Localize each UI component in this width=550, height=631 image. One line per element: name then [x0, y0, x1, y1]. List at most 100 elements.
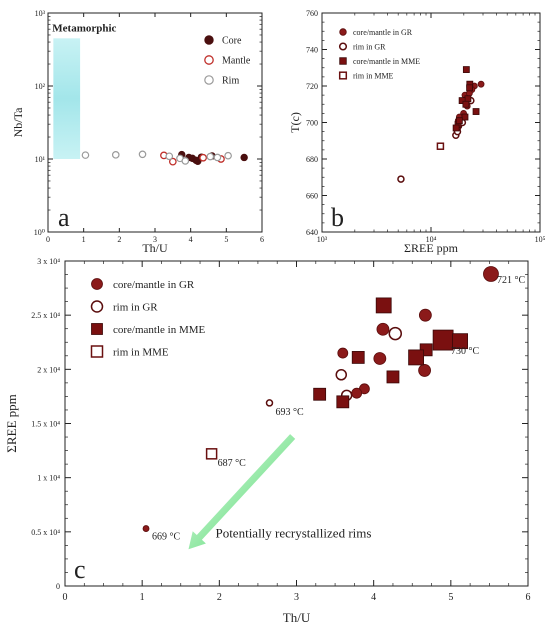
- data-point: [452, 124, 460, 132]
- legend-label: Mantle: [222, 56, 251, 67]
- y-tick-label: 1 x 10⁴: [37, 474, 60, 483]
- data-point: [373, 352, 387, 365]
- panel-b-y-axis-label: T(c): [288, 112, 302, 133]
- temperature-label: 687 °C: [218, 458, 246, 469]
- x-tick-label: 2: [117, 235, 121, 244]
- data-point: [397, 175, 405, 183]
- x-tick-label: 5: [448, 592, 453, 603]
- x-tick-label: 3: [153, 235, 157, 244]
- y-tick-label: 700: [306, 119, 318, 128]
- data-point: [138, 150, 147, 159]
- data-point: [351, 351, 365, 364]
- y-tick-label: 640: [306, 228, 318, 237]
- data-point: [168, 157, 177, 166]
- y-tick-label: 2 x 10⁴: [37, 365, 60, 374]
- y-tick-label: 0.5 x 10⁴: [31, 528, 60, 537]
- temperature-label: 721 °C: [497, 275, 525, 286]
- legend-marker: [91, 278, 103, 290]
- data-point: [408, 349, 425, 366]
- x-tick-label: 1: [82, 235, 86, 244]
- legend-label: core/mantle in GR: [353, 28, 413, 37]
- x-tick-label: 10⁴: [426, 235, 437, 244]
- data-point: [458, 97, 466, 104]
- data-point: [483, 266, 499, 282]
- y-tick-label: 720: [306, 82, 318, 91]
- data-point: [165, 152, 174, 161]
- legend-marker: [204, 55, 214, 65]
- data-point: [461, 113, 469, 121]
- panel-b-ticks: 10³ 10⁴ 10⁵ 640 660 680 700 720 740 760: [306, 9, 546, 244]
- panel-b-x-axis-label: ΣREE ppm: [404, 241, 459, 255]
- legend-label: Core: [222, 36, 242, 47]
- legend-marker: [339, 57, 347, 65]
- legend-label: Rim: [222, 76, 239, 87]
- y-tick-label: 10⁰: [34, 228, 45, 237]
- y-tick-label: 10²: [35, 82, 46, 91]
- y-tick-label: 1.5 x 10⁴: [31, 420, 60, 429]
- data-point: [418, 364, 431, 377]
- panel-c-legend: core/mantle in GR rim in GR core/mantle in…: [90, 278, 206, 359]
- data-point: [418, 308, 432, 322]
- panel-b-legend: core/mantle in GR rim in GR core/mantle in…: [338, 28, 420, 81]
- x-tick-label: 0: [46, 235, 50, 244]
- y-tick-label: 0: [56, 582, 60, 591]
- legend-label: rim in MME: [113, 347, 169, 359]
- x-tick-label: 4: [371, 592, 376, 603]
- legend-marker: [90, 300, 104, 313]
- legend-label: core/mantle in MME: [353, 57, 420, 66]
- data-point: [240, 153, 248, 162]
- data-point: [462, 66, 470, 73]
- panel-b-letter: b: [331, 203, 344, 232]
- panel-c-y-axis-label: ΣREE ppm: [4, 394, 19, 452]
- data-point: [436, 142, 445, 150]
- legend-marker: [338, 42, 348, 51]
- x-tick-label: 4: [189, 235, 193, 244]
- data-point: [199, 153, 207, 162]
- metamorphic-field-box: [53, 38, 81, 159]
- x-tick-label: 6: [260, 235, 264, 244]
- recrystallized-rims-label: Potentially recrystallized rims: [215, 525, 371, 540]
- y-tick-label: 760: [306, 9, 318, 18]
- panel-b-temperature-vs-ree: 10³ 10⁴ 10⁵ 640 660 680 700 720 740 760 core/mant…: [288, 9, 546, 255]
- legend-label: rim in GR: [353, 43, 386, 52]
- panel-a-legend: Core Mantle Rim: [204, 35, 251, 87]
- legend-marker: [204, 35, 214, 45]
- panel-b-points: [397, 66, 485, 183]
- data-point: [472, 108, 480, 115]
- temperature-label: 669 °C: [152, 532, 180, 543]
- x-tick-label: 10³: [317, 235, 328, 244]
- panel-c-points: [142, 266, 499, 532]
- data-point: [452, 333, 468, 350]
- panel-c-x-axis-label: Th/U: [283, 610, 311, 625]
- data-point: [388, 326, 403, 341]
- y-tick-label: 680: [306, 155, 318, 164]
- legend-label: core/mantle in GR: [113, 279, 195, 291]
- legend-marker: [90, 345, 104, 358]
- data-point: [336, 395, 350, 409]
- data-point: [224, 151, 232, 160]
- data-point: [455, 117, 463, 125]
- y-tick-label: 3 x 10⁴: [37, 257, 60, 266]
- panel-c-ree-vs-thu: 0 1 2 3 4 5 6 0 0.5 x 10⁴ 1 x 10⁴ 1.5 x 10⁴ 2 x 10⁴…: [4, 257, 531, 625]
- panel-c-ticks: 0 1 2 3 4 5 6 0 0.5 x 10⁴ 1 x 10⁴ 1.5 x 10⁴ 2 x 10⁴…: [31, 257, 530, 603]
- y-tick-label: 740: [306, 46, 318, 55]
- data-point: [462, 100, 470, 108]
- panel-a-points: [81, 150, 248, 166]
- y-tick-label: 660: [306, 192, 318, 201]
- data-point: [466, 84, 473, 92]
- data-point: [142, 525, 150, 532]
- data-point: [205, 448, 218, 460]
- data-point: [376, 322, 390, 336]
- x-tick-label: 0: [63, 592, 68, 603]
- data-point: [351, 387, 363, 399]
- x-tick-label: 3: [294, 592, 299, 603]
- data-point: [375, 297, 392, 314]
- data-point: [335, 369, 348, 381]
- temperature-label: 693 °C: [275, 407, 303, 418]
- legend-marker: [339, 28, 347, 36]
- data-point: [386, 370, 400, 384]
- x-tick-label: 5: [224, 235, 228, 244]
- x-tick-label: 6: [526, 592, 531, 603]
- panel-a-nbta-vs-thu: Metamorphic 0 1 2 3 4 5 6 10⁰ 10¹ 10² 10³ Core Mant…: [11, 9, 264, 255]
